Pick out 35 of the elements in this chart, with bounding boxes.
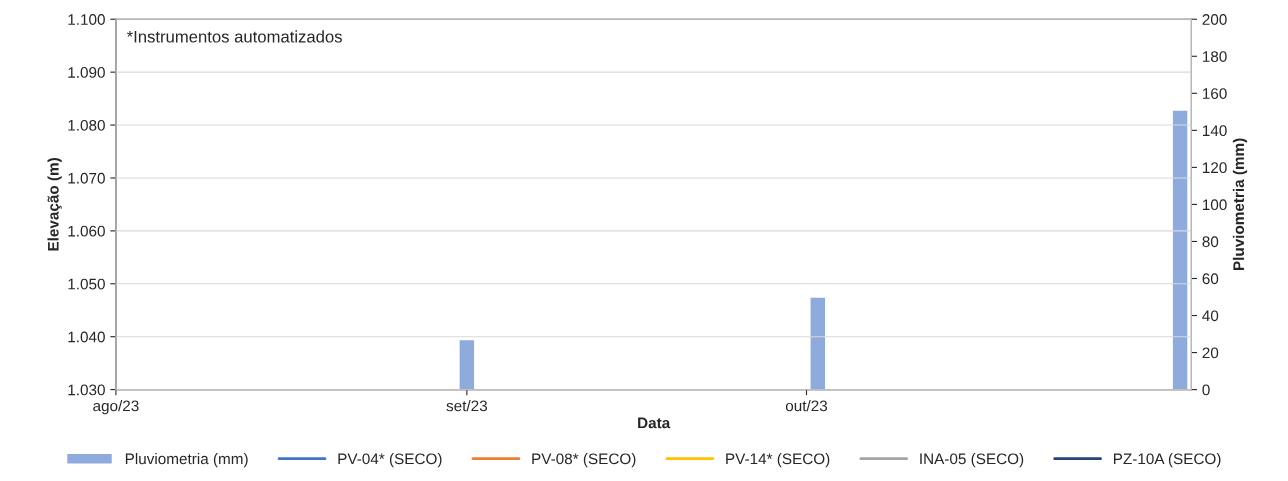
y2-tick-label: 20	[1202, 347, 1219, 359]
y-tick-label: 1.060	[68, 225, 105, 237]
y2-tick-label: 60	[1202, 273, 1219, 285]
y2-tick-label: 100	[1202, 199, 1227, 211]
y-axis-title: Elevação (m)	[47, 158, 62, 251]
legend-label: INA-05 (SECO)	[920, 453, 1024, 468]
legend-label: PV-14* (SECO)	[726, 453, 830, 468]
x-tick-label: ago/23	[93, 400, 139, 415]
y2-tick-label: 120	[1202, 162, 1227, 174]
y-tick-label: 1.040	[68, 331, 105, 343]
y2-tick-label: 200	[1202, 14, 1227, 25]
legend-label: Pluviometria (mm)	[125, 453, 248, 468]
y2-tick-label: 80	[1202, 236, 1219, 248]
y2-tick-label: 160	[1202, 88, 1227, 99]
y-tick-label: 1.030	[68, 384, 105, 396]
y2-tick-label: 140	[1202, 125, 1227, 137]
x-tick-label: set/23	[446, 400, 488, 412]
y2-tick-label: 180	[1202, 51, 1227, 62]
y-tick-label: 1.080	[68, 119, 105, 131]
legend-label: PV-08* (SECO)	[532, 453, 636, 468]
x-axis-title: Data	[638, 417, 671, 429]
y-tick-label: 1.070	[68, 172, 105, 184]
y-tick-label: 1.100	[68, 14, 105, 25]
legend-label: PZ-10A (SECO)	[1113, 453, 1221, 468]
y2-axis-title: Pluviometria (mm)	[1232, 138, 1248, 271]
y2-tick-label: 0	[1202, 384, 1210, 396]
bar	[809, 296, 827, 390]
annotation: *Instrumentos automatizados	[126, 30, 342, 43]
x-tick-label: out/23	[785, 400, 828, 412]
y-tick-label: 1.090	[68, 67, 105, 78]
y-tick-label: 1.050	[68, 278, 105, 290]
bar	[458, 338, 476, 390]
legend-label: PV-04* (SECO)	[338, 453, 442, 468]
bar	[1171, 109, 1189, 390]
y2-tick-label: 40	[1202, 310, 1219, 322]
